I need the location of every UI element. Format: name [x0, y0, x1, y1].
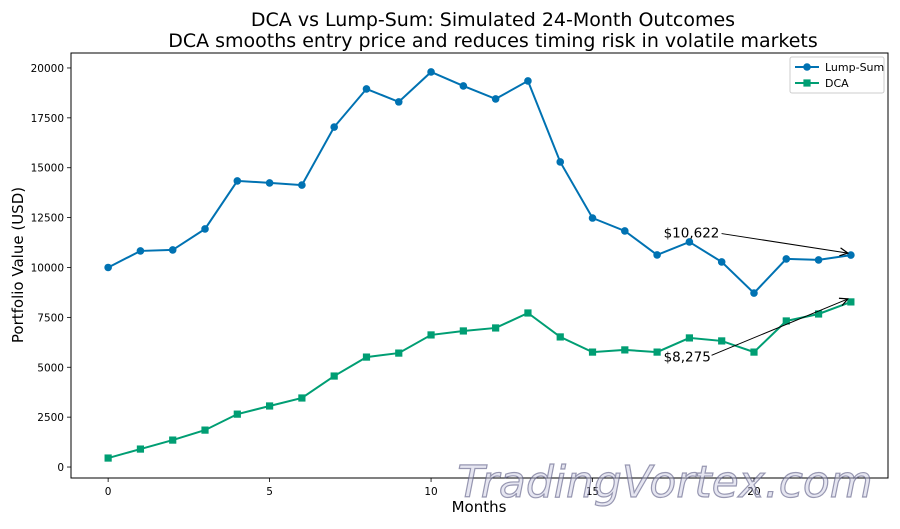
lump-sum-point — [233, 177, 242, 185]
y-tick-label: 5000 — [37, 362, 64, 374]
dca-point — [265, 402, 274, 410]
y-tick-label: 17500 — [31, 113, 64, 125]
dca-point — [298, 394, 306, 402]
x-axis-label: Months — [452, 498, 507, 516]
lump-sum-point — [427, 68, 435, 76]
dca-point — [136, 445, 145, 453]
y-tick-label: 2500 — [37, 412, 64, 424]
lump-sum-point — [524, 77, 532, 85]
y-tick-label: 12500 — [31, 213, 64, 225]
dca-point — [104, 454, 112, 462]
lump-sum-point — [104, 263, 112, 272]
lump-sum-point — [136, 247, 145, 255]
lump-sum-point — [847, 251, 855, 259]
y-tick-label: 0 — [57, 462, 64, 474]
dca-point — [782, 317, 790, 325]
y-tick-label: 15000 — [31, 163, 64, 175]
dca-point — [685, 334, 694, 342]
lump-sum-point — [265, 179, 274, 187]
lump-sum-point — [491, 95, 500, 103]
lump-sum-point — [782, 255, 791, 263]
lump-sum-point — [168, 246, 177, 254]
dca-point — [814, 310, 823, 318]
lump-sum-point — [653, 251, 661, 259]
chart-title: DCA vs Lump-Sum: Simulated 24-Month Outc… — [251, 9, 735, 31]
dca-point — [621, 346, 629, 354]
dca-point — [169, 436, 177, 444]
dca-line — [107, 300, 852, 460]
annotation-arrow — [721, 233, 848, 254]
dca-point — [524, 309, 532, 317]
dca-point — [362, 353, 371, 361]
x-tick-label: 20 — [747, 486, 760, 498]
dca-point — [233, 410, 241, 418]
watermark: TradingVortex.com — [457, 457, 872, 508]
lump-sum-point — [298, 181, 306, 189]
dca-point — [847, 298, 855, 306]
x-tick-label: 10 — [424, 486, 437, 498]
lump-sum-point — [685, 238, 694, 246]
plot-frame — [70, 52, 889, 479]
lump-sum-point — [459, 82, 468, 90]
lump-sum-point — [717, 258, 726, 266]
y-tick-label: 20000 — [31, 63, 64, 75]
lump-sum-point — [588, 214, 597, 222]
dca-point — [395, 349, 403, 357]
dca-point — [201, 426, 209, 434]
dca-point — [718, 337, 726, 345]
lump-sum-point — [556, 158, 565, 166]
x-tick-label: 0 — [105, 486, 112, 498]
legend-label: Lump-Sum — [825, 61, 884, 74]
chart-subtitle: DCA smooths entry price and reduces timi… — [168, 30, 818, 52]
x-tick-label: 5 — [266, 486, 273, 498]
dca-point — [427, 331, 435, 339]
dca-point — [653, 348, 661, 356]
lump-sum-point — [201, 225, 209, 233]
y-tick-label: 7500 — [37, 312, 64, 324]
lump-sum-point — [621, 227, 629, 235]
legend-marker — [803, 63, 811, 71]
y-axis-label: Portfolio Value (USD) — [9, 187, 27, 343]
dca-point — [459, 327, 467, 335]
legend-marker — [803, 79, 811, 87]
lump-sum-point — [362, 85, 371, 93]
annotation-label: $8,275 — [664, 349, 711, 365]
y-tick-label: 10000 — [31, 262, 64, 274]
lump-sum-point — [330, 123, 338, 131]
lump-sum-point — [394, 98, 403, 106]
dca-point — [330, 372, 338, 380]
dca-point — [492, 324, 500, 332]
dca-point — [750, 348, 758, 356]
lump-sum-point — [814, 256, 823, 264]
dca-point — [556, 333, 564, 341]
x-tick-label: 15 — [586, 486, 599, 498]
annotation-arrow — [711, 299, 848, 356]
lump-sum-point — [750, 289, 758, 297]
annotation-label: $10,622 — [664, 226, 720, 242]
legend-label: DCA — [825, 77, 849, 90]
dca-point — [588, 348, 597, 356]
lump-sum-line — [107, 70, 852, 295]
